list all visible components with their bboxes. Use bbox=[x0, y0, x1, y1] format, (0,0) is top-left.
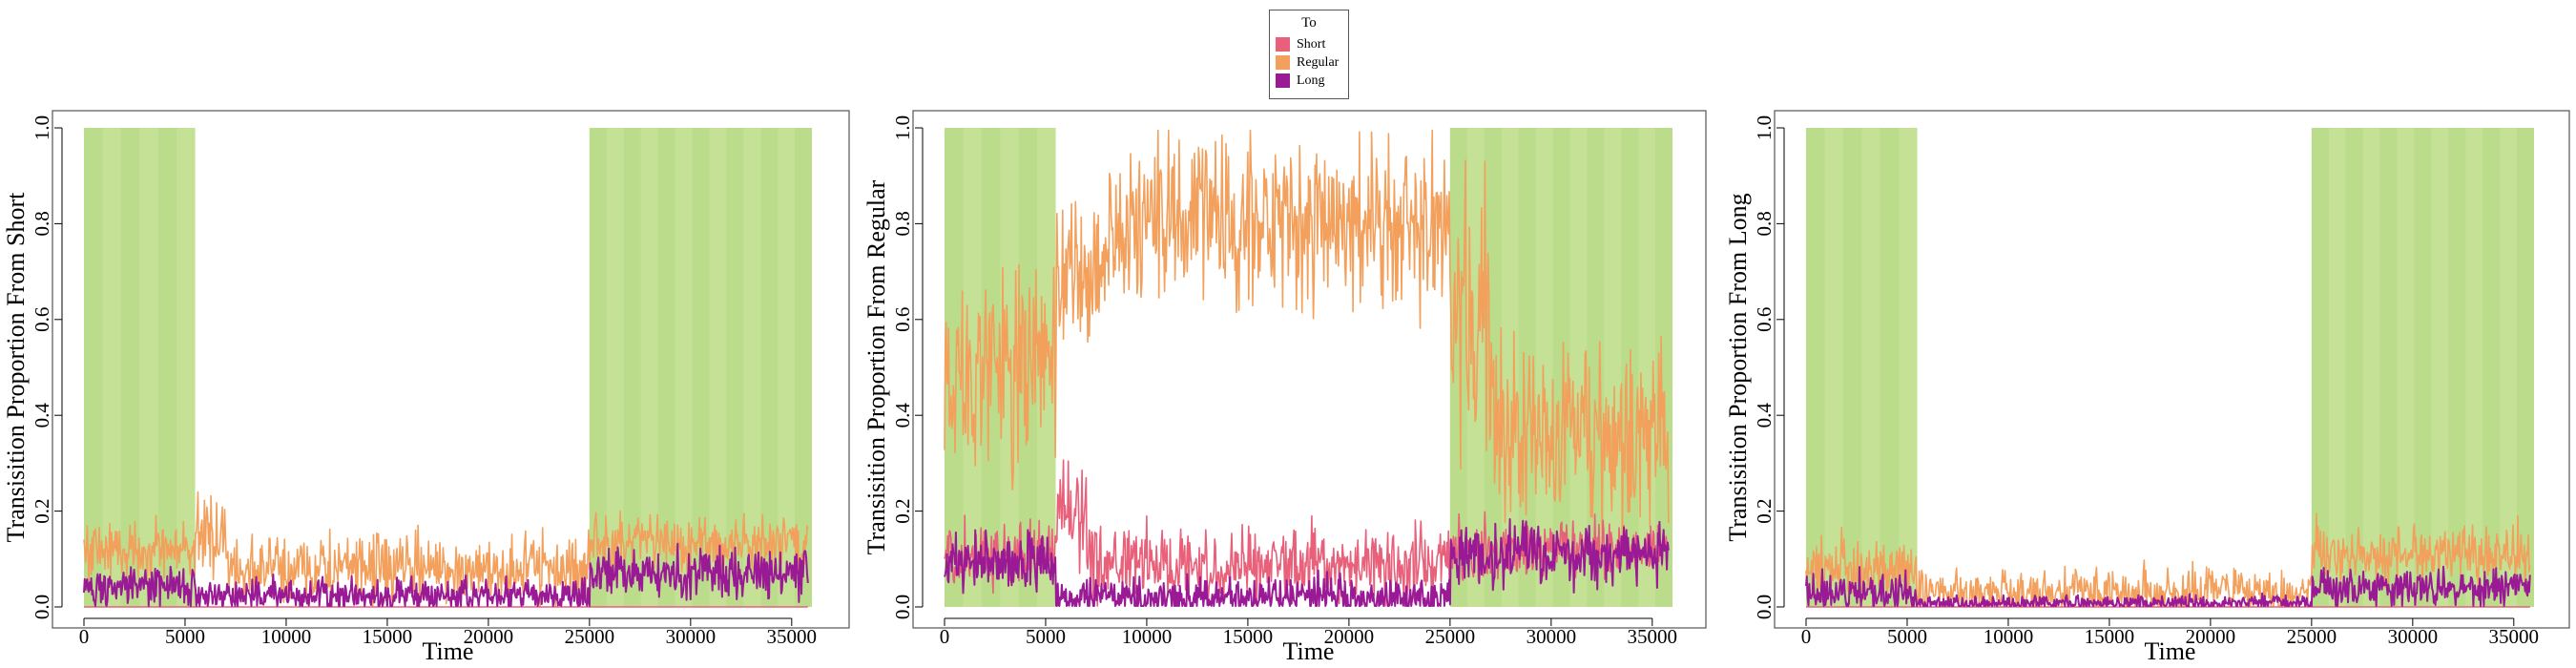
x-tick-label: 10000 bbox=[1984, 625, 2034, 648]
y-axis-title: Transisition Proportion From Regular bbox=[862, 179, 890, 554]
shade-stripe bbox=[795, 128, 812, 607]
x-tick-label: 15000 bbox=[363, 625, 413, 648]
shade-stripe bbox=[945, 128, 964, 607]
x-tick-label: 20000 bbox=[464, 625, 514, 648]
legend-label-regular: Regular bbox=[1297, 54, 1340, 70]
x-tick-label: 25000 bbox=[2287, 625, 2337, 648]
chart-panel-3: 0 5000 10000 15000 20000 25000 30000 35000 Time 0… bbox=[1724, 110, 2570, 665]
x-axis-title: Time bbox=[423, 637, 474, 665]
x-tick-label: 10000 bbox=[1122, 625, 1173, 648]
shade-stripe bbox=[589, 128, 607, 607]
y-tick-label: 0.2 bbox=[31, 498, 53, 523]
shade-stripe bbox=[623, 128, 641, 607]
x-tick-label: 30000 bbox=[1527, 625, 1577, 648]
shade-stripe bbox=[1806, 128, 1825, 607]
y-tick-label: 0.8 bbox=[31, 211, 53, 236]
shade-stripe bbox=[726, 128, 744, 607]
x-tick-label: 35000 bbox=[1628, 625, 1678, 648]
y-tick-label: 0.0 bbox=[891, 595, 914, 619]
shade-stripe bbox=[1552, 128, 1570, 607]
x-tick-label: 30000 bbox=[2388, 625, 2439, 648]
legend-label-long: Long bbox=[1297, 73, 1325, 88]
x-tick-label: 5000 bbox=[1887, 625, 1927, 648]
chart-panel-1: 0 5000 10000 15000 20000 25000 30000 35000 Time 0… bbox=[2, 110, 850, 665]
chart-panel-2: 0 5000 10000 15000 20000 25000 30000 35000 Time 0… bbox=[862, 110, 1707, 665]
x-tick-label: 15000 bbox=[2085, 625, 2135, 648]
shade-stripe bbox=[760, 128, 779, 607]
y-axis-title: Transisition Proportion From Short bbox=[2, 192, 30, 542]
shade-stripe bbox=[2379, 128, 2398, 607]
legend-item-short: Short bbox=[1276, 36, 1325, 52]
shade-stripe bbox=[692, 128, 710, 607]
y-tick-label: 0.8 bbox=[891, 211, 914, 236]
legend-item-regular: Regular bbox=[1276, 54, 1339, 71]
x-tick-label: 35000 bbox=[2489, 625, 2540, 648]
legend-label-short: Short bbox=[1297, 36, 1326, 52]
shade-stripe bbox=[2517, 128, 2534, 607]
x-tick-label: 20000 bbox=[2186, 625, 2236, 648]
shade-stripe bbox=[1842, 128, 1862, 607]
shade-stripe bbox=[2483, 128, 2501, 607]
y-tick-label: 0.2 bbox=[1753, 498, 1776, 523]
series-line-long bbox=[944, 518, 1670, 607]
shade-stripe bbox=[120, 128, 140, 607]
plot-frame bbox=[1774, 110, 2570, 629]
series-line-long bbox=[83, 542, 809, 607]
series-line-short bbox=[944, 459, 1670, 607]
y-tick-label: 1.0 bbox=[891, 115, 914, 140]
shade-stripe bbox=[2311, 128, 2329, 607]
y-tick-label: 0.0 bbox=[31, 595, 53, 619]
y-axis-title: Transisition Proportion From Long bbox=[1724, 193, 1752, 541]
x-axis-title: Time bbox=[1283, 637, 1335, 665]
series-line-regular bbox=[1805, 512, 2531, 607]
shade-stripe bbox=[1449, 128, 1467, 607]
shade-stripe bbox=[1880, 128, 1900, 607]
x-tick-label: 5000 bbox=[1026, 625, 1066, 648]
x-tick-label: 20000 bbox=[1324, 625, 1375, 648]
legend: To Short Regular Long bbox=[1269, 10, 1349, 99]
shade-stripe bbox=[657, 128, 675, 607]
x-tick-label: 10000 bbox=[261, 625, 312, 648]
x-tick-label: 0 bbox=[1801, 625, 1812, 648]
legend-item-long: Long bbox=[1276, 73, 1325, 89]
x-tick-label: 0 bbox=[79, 625, 90, 648]
shade-stripe bbox=[2448, 128, 2466, 607]
x-axis-title: Time bbox=[2145, 637, 2196, 665]
legend-swatch-regular bbox=[1276, 55, 1290, 70]
x-tick-label: 15000 bbox=[1223, 625, 1274, 648]
series-line-long bbox=[1805, 565, 2531, 607]
y-tick-label: 0.0 bbox=[1753, 595, 1776, 619]
legend-swatch-long bbox=[1276, 73, 1290, 88]
y-tick-label: 0.6 bbox=[1753, 307, 1776, 332]
y-tick-label: 0.4 bbox=[1753, 403, 1776, 428]
y-tick-label: 0.6 bbox=[31, 307, 53, 332]
x-tick-label: 5000 bbox=[165, 625, 205, 648]
y-tick-label: 0.2 bbox=[891, 498, 914, 523]
plot-frame bbox=[912, 110, 1707, 629]
plot-frame bbox=[52, 110, 850, 629]
legend-title: To bbox=[1301, 15, 1317, 31]
shade-stripe bbox=[2414, 128, 2432, 607]
shade-stripe bbox=[84, 128, 103, 607]
y-tick-label: 0.8 bbox=[1753, 211, 1776, 236]
series-line-regular bbox=[944, 129, 1670, 549]
y-tick-label: 1.0 bbox=[1753, 115, 1776, 140]
x-tick-label: 0 bbox=[940, 625, 950, 648]
x-tick-label: 30000 bbox=[666, 625, 717, 648]
legend-swatch-short bbox=[1276, 37, 1290, 52]
shade-stripe bbox=[2345, 128, 2363, 607]
y-tick-label: 0.4 bbox=[891, 403, 914, 428]
x-tick-label: 35000 bbox=[767, 625, 818, 648]
y-tick-label: 1.0 bbox=[31, 115, 53, 140]
x-tick-label: 25000 bbox=[565, 625, 615, 648]
shade-stripe bbox=[157, 128, 177, 607]
y-tick-label: 0.6 bbox=[891, 307, 914, 332]
x-tick-label: 25000 bbox=[1425, 625, 1476, 648]
y-tick-label: 0.4 bbox=[31, 403, 53, 428]
